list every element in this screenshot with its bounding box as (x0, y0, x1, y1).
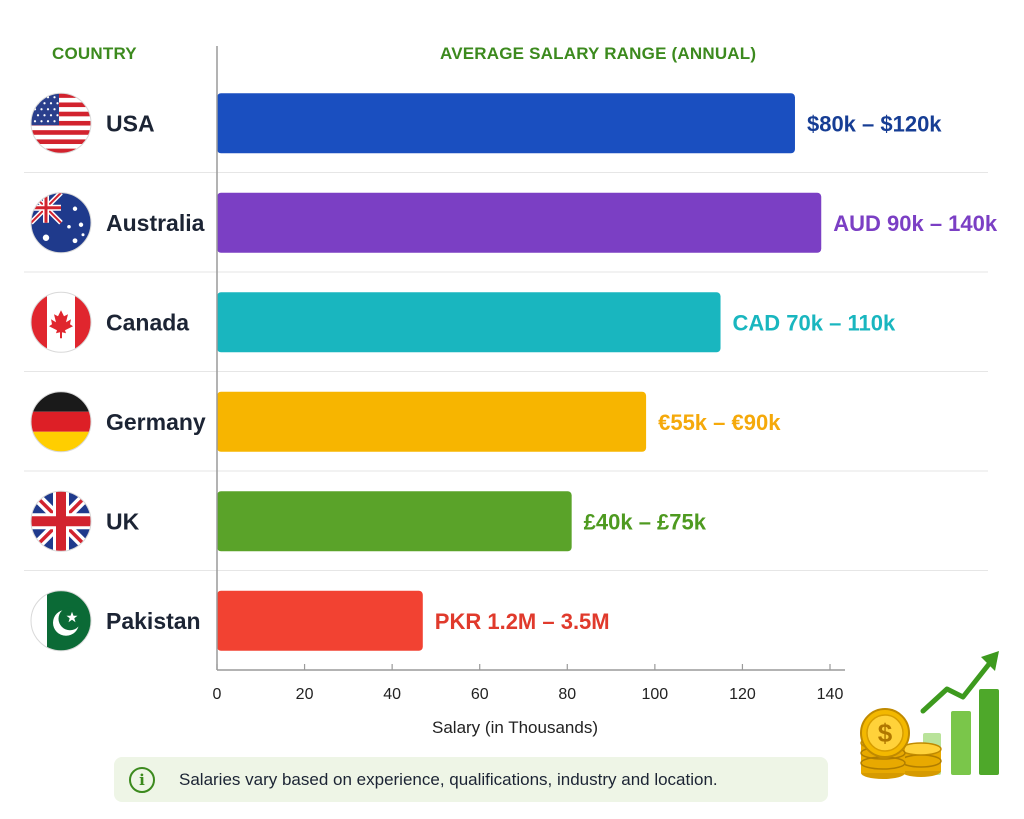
usa-flag-icon (30, 92, 92, 154)
info-icon: i (129, 766, 155, 793)
x-tick-label: 140 (817, 686, 844, 700)
chart-row: USA $80k – $120k (30, 92, 942, 154)
chart-row: Pakistan PKR 1.2M – 3.5M (24, 570, 988, 652)
x-axis-label: Salary (in Thousands) (432, 718, 598, 737)
salary-range-label: $80k – $120k (807, 111, 942, 136)
x-tick-label: 100 (642, 686, 669, 700)
chart-row: Germany €55k – €90k (24, 371, 988, 453)
x-tick-label: 60 (471, 686, 489, 700)
country-column-header: COUNTRY (52, 44, 137, 63)
salary-bar (217, 491, 572, 552)
chart-rows: USA $80k – $120k Australia AUD 90k – 140k Ca… (24, 92, 998, 652)
info-note-text: Salaries vary based on experience, quali… (179, 769, 718, 789)
chart-row: Canada CAD 70k – 110k (24, 271, 988, 353)
germany-flag-icon (30, 391, 92, 453)
salary-range-label: £40k – £75k (584, 509, 707, 534)
x-tick-label: 40 (383, 686, 401, 700)
salary-range-label: PKR 1.2M – 3.5M (435, 609, 610, 634)
pakistan-flag-icon (30, 590, 92, 652)
canada-flag-icon (30, 291, 92, 353)
australia-flag-icon (30, 192, 92, 254)
x-tick-label: 0 (213, 686, 222, 700)
salary-bar (217, 391, 647, 452)
uk-flag-icon (30, 490, 92, 552)
coins-growth-chart-icon: $ (860, 651, 999, 779)
salary-bar (217, 93, 795, 154)
salary-bar (217, 192, 822, 253)
x-axis: 0 20 40 60 80 100 120 140 (213, 46, 845, 700)
country-name: UK (106, 508, 140, 534)
salary-range-label: AUD 90k – 140k (833, 211, 998, 236)
x-tick-label: 20 (296, 686, 314, 700)
salary-bar (217, 590, 423, 651)
country-name: Australia (106, 210, 205, 236)
svg-text:$: $ (878, 718, 893, 748)
salary-range-label: CAD 70k – 110k (733, 310, 896, 335)
salary-bar-chart: USA $80k – $120k Australia AUD 90k – 140k Ca… (24, 46, 998, 700)
chart-row: Australia AUD 90k – 140k (24, 172, 998, 254)
country-name: Pakistan (106, 608, 201, 634)
salary-bar (217, 292, 721, 353)
salary-range-label: €55k – €90k (658, 410, 781, 435)
info-note: i Salaries vary based on experience, qua… (114, 757, 828, 802)
x-tick-label: 80 (558, 686, 576, 700)
x-tick-label: 120 (729, 686, 756, 700)
country-name: Canada (106, 309, 189, 335)
chart-row: UK £40k – £75k (24, 470, 988, 552)
country-name: Germany (106, 409, 206, 435)
country-name: USA (106, 110, 155, 136)
salary-column-header: AVERAGE SALARY RANGE (ANNUAL) (440, 44, 757, 63)
